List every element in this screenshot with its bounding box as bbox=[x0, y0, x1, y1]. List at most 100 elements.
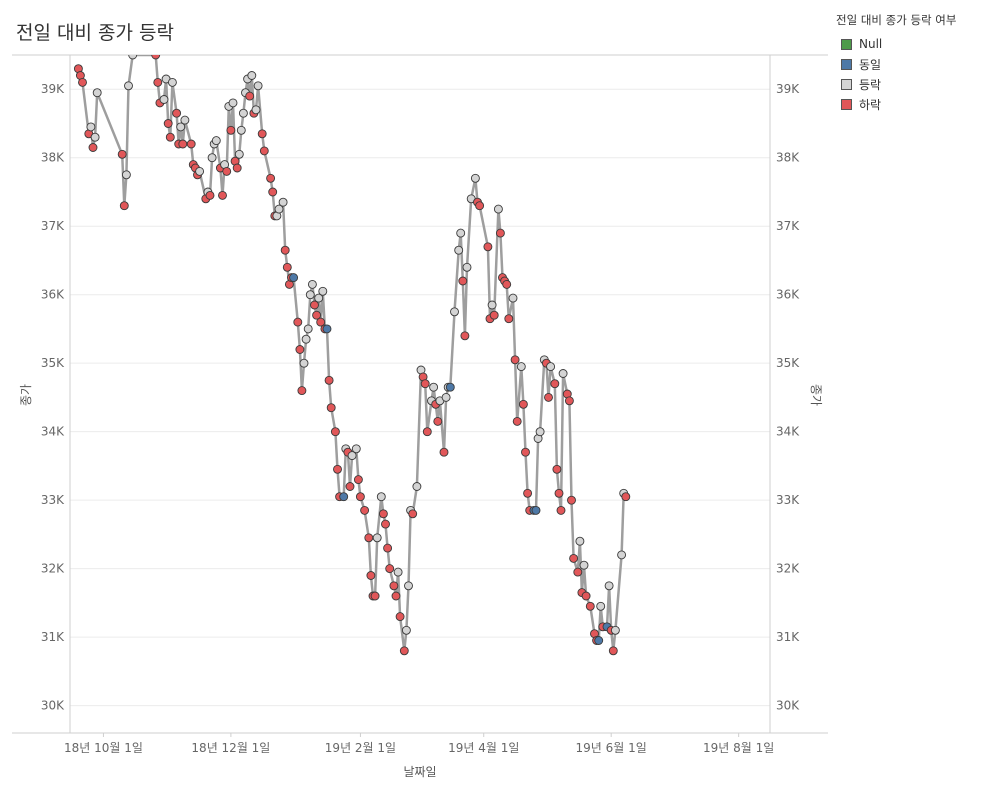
data-point bbox=[207, 153, 217, 163]
data-point bbox=[389, 581, 399, 591]
data-point bbox=[483, 242, 493, 252]
data-point bbox=[218, 190, 227, 200]
data-point bbox=[585, 601, 595, 611]
legend-swatch-fall bbox=[841, 98, 852, 110]
data-point bbox=[232, 163, 242, 173]
data-point bbox=[172, 108, 182, 118]
data-point bbox=[266, 173, 276, 183]
data-point bbox=[608, 646, 618, 656]
data-point bbox=[420, 379, 430, 389]
data-point bbox=[151, 55, 161, 60]
data-point bbox=[596, 601, 606, 611]
y-tick-label-right: 31K bbox=[776, 630, 800, 644]
y-tick-label-left: 37K bbox=[41, 219, 65, 233]
data-point bbox=[610, 625, 620, 635]
data-point bbox=[205, 190, 215, 200]
legend-title: 전일 대비 종가 등락 여부 bbox=[836, 13, 957, 27]
data-point bbox=[316, 317, 326, 327]
data-point bbox=[412, 482, 422, 491]
x-tick-label: 19년 6월 1일 bbox=[576, 741, 647, 755]
y-axis-title-right: 종가 bbox=[809, 384, 823, 406]
data-point bbox=[251, 105, 261, 115]
data-point bbox=[165, 132, 175, 142]
data-point bbox=[512, 416, 522, 426]
data-point bbox=[521, 447, 530, 457]
data-point bbox=[487, 300, 497, 310]
y-tick-label-left: 35K bbox=[41, 356, 65, 370]
data-point bbox=[326, 403, 336, 413]
data-point bbox=[282, 262, 292, 272]
data-point bbox=[234, 149, 244, 159]
data-point bbox=[355, 492, 365, 502]
data-point bbox=[90, 132, 100, 142]
data-point bbox=[245, 91, 255, 101]
legend-item-rise[interactable]: 등락 bbox=[836, 74, 996, 94]
data-point bbox=[268, 187, 278, 197]
data-point bbox=[339, 492, 349, 502]
data-point bbox=[385, 564, 395, 574]
data-point bbox=[422, 427, 432, 437]
data-point bbox=[128, 55, 138, 60]
legend-swatch-same bbox=[841, 58, 852, 70]
data-point bbox=[364, 533, 374, 543]
data-point bbox=[546, 362, 556, 372]
data-point bbox=[351, 444, 361, 454]
x-tick-label: 19년 4월 1일 bbox=[448, 741, 519, 755]
data-point bbox=[119, 201, 129, 211]
y-tick-label-left: 33K bbox=[41, 493, 65, 507]
data-point bbox=[408, 509, 418, 519]
data-point bbox=[579, 560, 589, 570]
y-tick-label-right: 35K bbox=[776, 356, 800, 370]
data-point bbox=[510, 355, 520, 365]
data-point bbox=[167, 77, 177, 87]
data-point bbox=[489, 310, 499, 320]
data-point bbox=[222, 166, 232, 176]
y-tick-label-left: 39K bbox=[41, 82, 65, 96]
data-point bbox=[211, 136, 221, 146]
legend-item-same[interactable]: 동일 bbox=[836, 54, 996, 74]
data-point bbox=[178, 139, 188, 149]
data-point bbox=[159, 95, 169, 104]
data-point bbox=[360, 505, 370, 515]
y-tick-label-left: 31K bbox=[41, 630, 65, 644]
data-point bbox=[556, 505, 566, 515]
data-point bbox=[92, 88, 102, 98]
data-point bbox=[353, 475, 363, 485]
legend-item-fall[interactable]: 하락 bbox=[836, 94, 996, 114]
legend-label-same: 동일 bbox=[859, 57, 882, 72]
data-point bbox=[445, 382, 455, 392]
data-point bbox=[330, 427, 340, 437]
data-point bbox=[502, 279, 512, 289]
x-tick-label: 18년 10월 1일 bbox=[64, 741, 143, 755]
data-point bbox=[523, 488, 533, 498]
data-point bbox=[376, 492, 386, 502]
y-tick-label-right: 30K bbox=[776, 699, 800, 713]
data-point bbox=[305, 290, 315, 300]
data-point bbox=[345, 482, 355, 491]
data-point bbox=[581, 591, 591, 601]
data-point bbox=[186, 139, 196, 149]
y-tick-label-right: 37K bbox=[776, 219, 800, 233]
y-tick-label-right: 36K bbox=[776, 288, 800, 302]
data-point bbox=[504, 314, 514, 324]
data-point bbox=[552, 464, 562, 474]
y-tick-label-right: 34K bbox=[776, 425, 800, 439]
y-tick-label-left: 30K bbox=[41, 699, 65, 713]
data-point bbox=[550, 379, 560, 389]
data-point bbox=[535, 427, 545, 437]
data-point bbox=[383, 543, 393, 553]
data-point bbox=[297, 386, 307, 396]
data-point bbox=[617, 550, 627, 560]
data-point bbox=[347, 451, 357, 461]
chart-title: 전일 대비 종가 등락 bbox=[16, 22, 174, 44]
data-point bbox=[259, 146, 269, 156]
data-point bbox=[295, 345, 305, 354]
data-point bbox=[280, 245, 290, 255]
data-point bbox=[569, 553, 579, 563]
data-point bbox=[573, 567, 583, 577]
legend-item-null[interactable]: Null bbox=[836, 34, 996, 54]
y-axis-title-left: 종가 bbox=[19, 384, 33, 406]
legend-label-null: Null bbox=[859, 37, 883, 51]
data-point bbox=[226, 125, 236, 135]
legend-swatch-rise bbox=[841, 78, 852, 90]
